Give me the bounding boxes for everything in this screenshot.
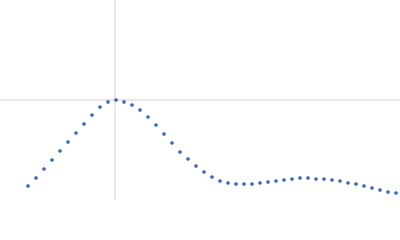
point [330,178,334,182]
point [226,181,230,185]
point [170,141,174,145]
point [114,98,118,102]
point [234,182,238,186]
point [34,176,38,180]
chart [0,0,400,200]
point [394,191,398,195]
point [98,105,102,109]
point [90,113,94,117]
point [210,175,214,179]
point [122,100,126,104]
point [178,150,182,154]
point [250,182,254,186]
point [282,178,286,182]
point [386,190,390,194]
point [74,131,78,135]
point [162,132,166,136]
point [258,181,262,185]
point [66,140,70,144]
point [354,182,358,186]
point [130,103,134,107]
page: (() => { const data = JSON.parse(documen… [0,0,400,200]
point [50,158,54,162]
point [322,177,326,181]
point [42,167,46,171]
point [82,122,86,126]
point [266,180,270,184]
point [146,115,150,119]
point [186,157,190,161]
point [194,164,198,168]
point [298,176,302,180]
point [338,179,342,183]
point [154,123,158,127]
point [346,181,350,185]
point [242,182,246,186]
point [26,184,30,188]
point [202,170,206,174]
point [138,108,142,112]
point [306,176,310,180]
point [274,179,278,183]
point [362,184,366,188]
point [106,100,110,104]
point [290,177,294,181]
point [58,149,62,153]
point [378,188,382,192]
point [370,186,374,190]
point [314,177,318,181]
point [218,179,222,183]
